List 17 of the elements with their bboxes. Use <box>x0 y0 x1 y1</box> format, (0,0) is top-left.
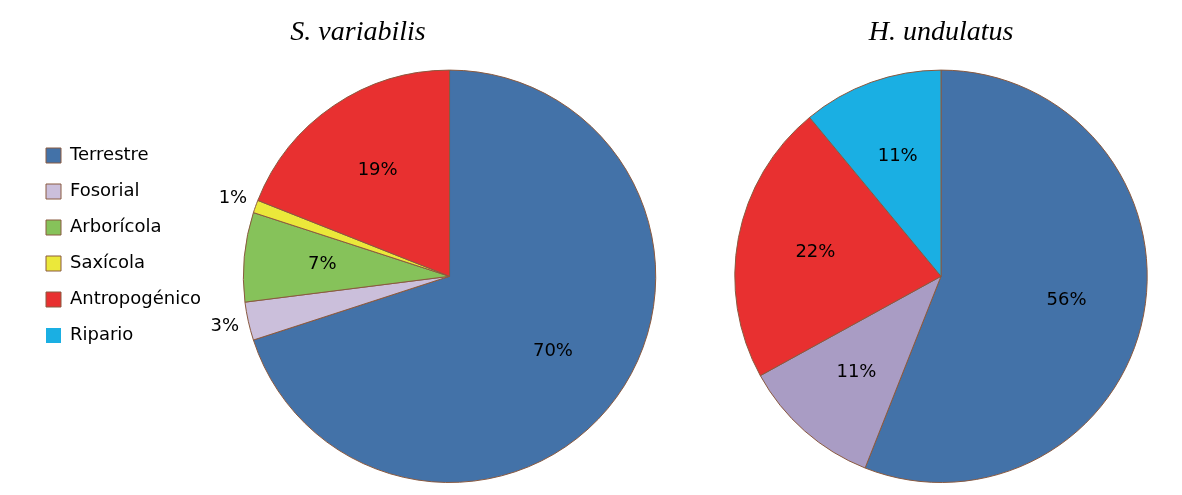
legend-label: Saxícola <box>70 251 146 273</box>
chart-title: H. undulatus <box>867 15 1014 47</box>
data-label: 56% <box>1046 287 1087 309</box>
data-label: 1% <box>218 185 248 207</box>
data-label: 70% <box>532 339 573 361</box>
legend-label: Ripario <box>70 323 134 345</box>
data-label: 19% <box>357 158 398 180</box>
data-label: 11% <box>877 143 918 165</box>
legend-label: Antropogénico <box>70 287 202 309</box>
data-label: 22% <box>795 240 836 262</box>
data-label: 3% <box>210 314 240 336</box>
data-label: 7% <box>307 251 337 273</box>
legend-label: Fosorial <box>70 179 140 201</box>
data-label: 11% <box>836 359 877 381</box>
legend-label: Terrestre <box>69 143 149 165</box>
chart-title: S. variabilis <box>290 15 426 47</box>
legend-label: Arborícola <box>70 215 162 237</box>
